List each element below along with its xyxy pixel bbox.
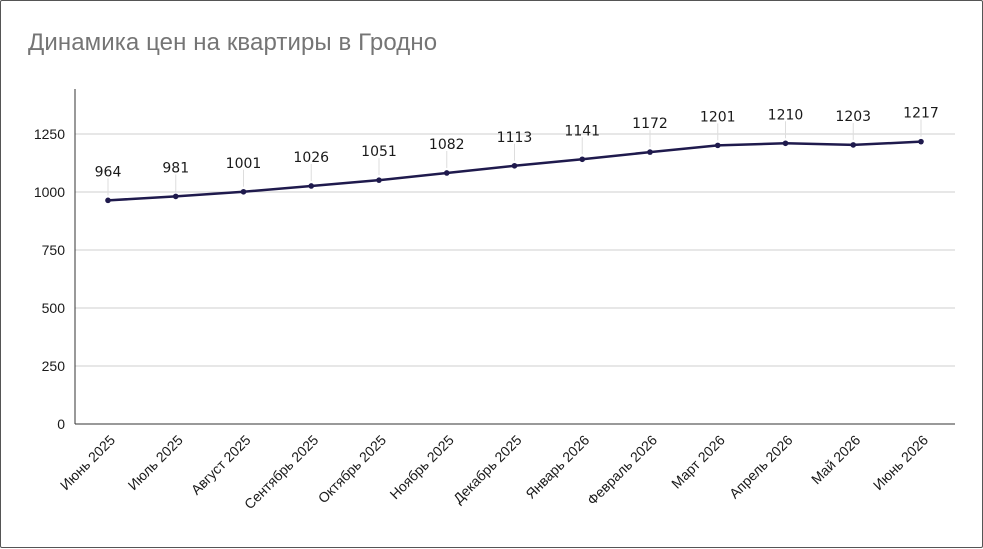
data-label: 1051 (361, 144, 397, 160)
x-tick-label: Июль 2025 (125, 432, 186, 493)
x-tick-label: Март 2026 (668, 432, 728, 492)
x-tick-label: Август 2025 (188, 432, 254, 498)
data-label: 1201 (700, 109, 736, 125)
data-label: 1210 (768, 107, 804, 123)
data-label: 1026 (293, 150, 329, 166)
x-tick-label: Декабрь 2025 (450, 432, 525, 507)
y-tick-label: 1250 (34, 126, 65, 142)
x-tick-label: Июнь 2026 (870, 432, 931, 493)
x-tick-label: Сентябрь 2025 (241, 432, 322, 513)
data-point (172, 193, 179, 200)
data-label: 1001 (226, 156, 262, 172)
y-tick-label: 0 (57, 416, 65, 432)
x-tick-label: Апрель 2026 (726, 432, 796, 502)
data-point (647, 149, 653, 155)
data-label: 1113 (497, 130, 533, 146)
data-label: 1082 (429, 137, 465, 153)
x-tick-label: Май 2026 (808, 432, 864, 488)
data-point (308, 183, 315, 189)
y-tick-label: 750 (42, 242, 66, 258)
data-label: 1217 (903, 106, 939, 122)
x-tick-label: Январь 2026 (522, 432, 592, 502)
x-tick-label: Октябрь 2025 (315, 432, 390, 507)
y-tick-label: 250 (42, 358, 66, 374)
y-tick-labels: 0 250 500 750 1000 1250 (34, 126, 65, 432)
data-point (714, 142, 721, 149)
data-point (511, 162, 518, 169)
gridlines (75, 133, 955, 367)
data-label: 1172 (632, 116, 668, 132)
data-label: 981 (162, 160, 189, 176)
data-label: 1141 (564, 123, 600, 139)
chart-title: Динамика цен на квартиры в Гродно (28, 29, 438, 56)
x-tick-label: Ноябрь 2025 (386, 432, 457, 503)
data-label: 1203 (835, 109, 871, 125)
x-tick-label: Февраль 2026 (584, 432, 660, 508)
data-label: 964 (95, 164, 122, 180)
y-tick-label: 1000 (34, 184, 65, 200)
axes (74, 89, 955, 425)
data-point (782, 140, 789, 147)
data-point (105, 197, 111, 204)
data-points (105, 138, 924, 204)
data-point (376, 177, 382, 183)
data-labels: 964 981 1001 1026 1051 1082 1113 1141 1172 1201 12… (95, 106, 939, 196)
data-point (850, 142, 857, 148)
data-point (579, 156, 586, 163)
data-point (240, 188, 247, 195)
x-tick-label: Июнь 2025 (57, 432, 118, 493)
y-tick-label: 500 (42, 300, 66, 316)
data-point (443, 170, 450, 176)
data-point (918, 138, 924, 145)
